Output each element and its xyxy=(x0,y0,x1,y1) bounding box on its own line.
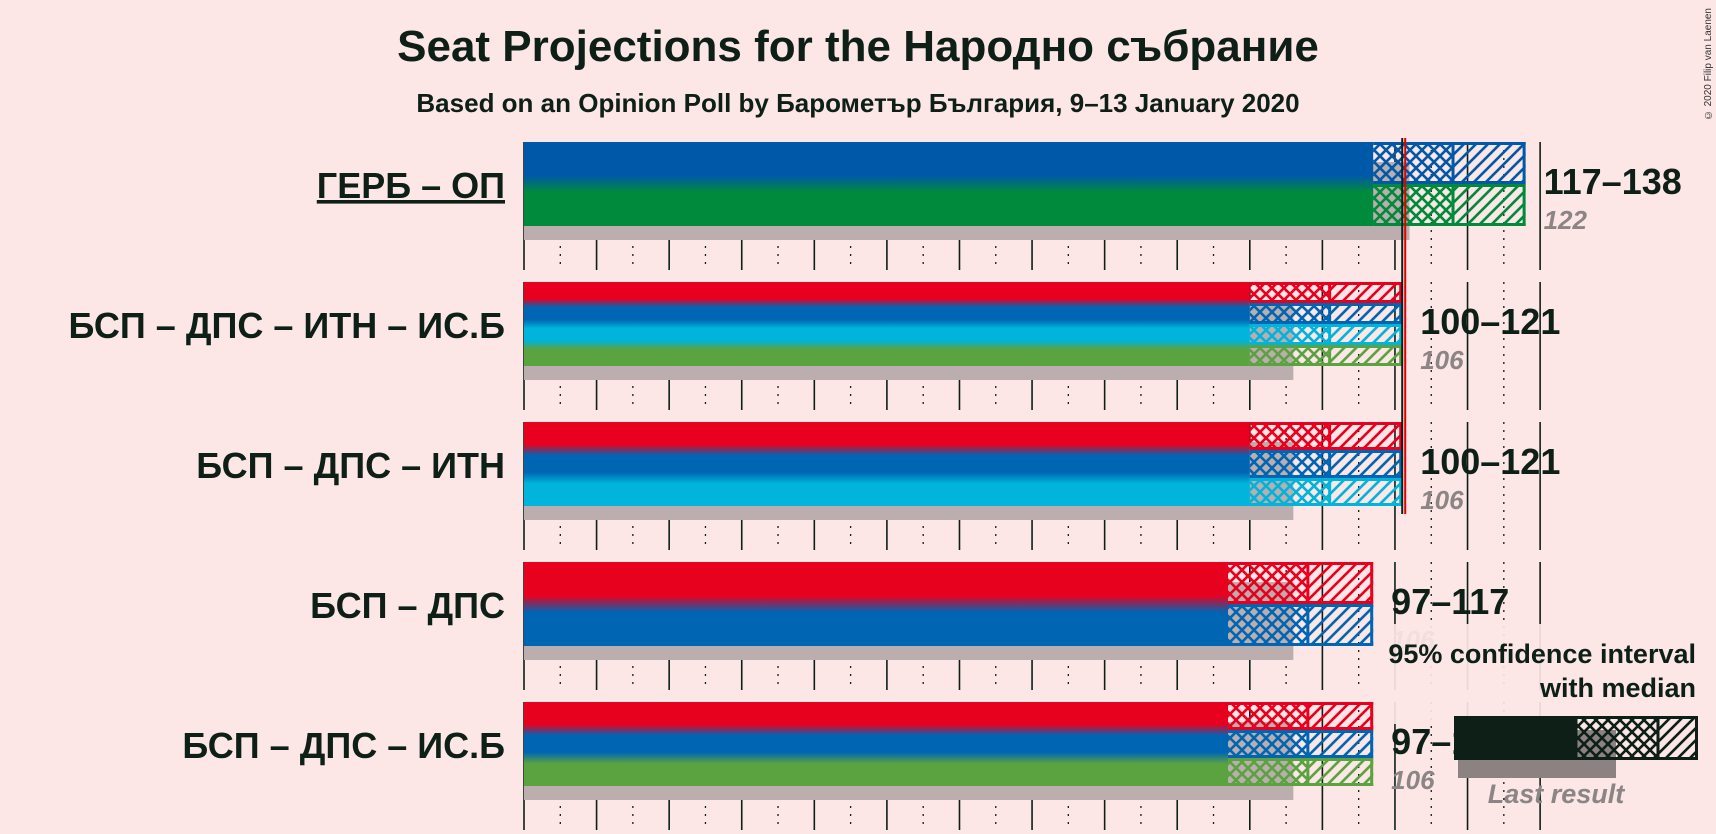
projection-bar xyxy=(524,422,1250,506)
ci-upper-band xyxy=(1329,450,1403,478)
last-result-label: 106 xyxy=(1420,345,1464,375)
ci-lower-band xyxy=(1228,758,1308,786)
ci-upper-band xyxy=(1329,422,1403,450)
ci-upper-band xyxy=(1329,345,1403,366)
projection-bar xyxy=(524,142,1374,226)
projection-bar xyxy=(524,562,1229,646)
category-label: БСП – ДПС – ИТН – ИС.Б xyxy=(69,305,505,346)
ci-lower-band xyxy=(1249,422,1330,450)
ci-upper-band xyxy=(1329,282,1403,303)
category-label: БСП – ДПС – ИС.Б xyxy=(182,725,505,766)
legend-ci-upper-swatch xyxy=(1658,716,1698,760)
legend-layer: 95% confidence interval with median Last r… xyxy=(1386,624,1702,809)
last-result-label: 106 xyxy=(1420,485,1464,515)
category-label: БСП – ДПС – ИТН xyxy=(196,445,505,486)
ci-lower-band xyxy=(1373,184,1454,226)
ci-lower-band xyxy=(1228,562,1308,604)
projection-bar xyxy=(524,702,1229,786)
legend-solid-swatch xyxy=(1454,716,1576,760)
ci-lower-band xyxy=(1228,604,1308,646)
ci-lower-band xyxy=(1228,702,1308,730)
ci-lower-band xyxy=(1228,730,1308,758)
ci-upper-band xyxy=(1307,604,1374,646)
legend-ci-lower-swatch xyxy=(1576,716,1658,760)
ci-upper-band xyxy=(1307,702,1374,730)
legend-text-median: with median xyxy=(1539,673,1696,703)
ci-lower-band xyxy=(1249,345,1330,366)
ci-lower-band xyxy=(1373,142,1454,184)
legend-last-result-label: Last result xyxy=(1488,779,1626,809)
range-label: 100–121 xyxy=(1420,441,1560,482)
ci-upper-band xyxy=(1329,478,1403,506)
ci-upper-band xyxy=(1329,303,1403,324)
chart-title: Seat Projections for the Народно събрани… xyxy=(397,22,1319,71)
legend-background xyxy=(1386,624,1702,724)
ci-upper-band xyxy=(1453,184,1526,226)
ci-lower-band xyxy=(1249,450,1330,478)
last-result-label: 106 xyxy=(1391,765,1435,795)
ci-upper-band xyxy=(1307,758,1374,786)
ci-lower-band xyxy=(1249,303,1330,324)
legend-ci-border xyxy=(1574,716,1698,760)
projection-bar xyxy=(524,282,1250,366)
ci-lower-band xyxy=(1249,478,1330,506)
range-label: 100–121 xyxy=(1420,301,1560,342)
legend-text-ci: 95% confidence interval xyxy=(1388,639,1696,669)
category-label: БСП – ДПС xyxy=(310,585,505,626)
ci-upper-band xyxy=(1329,324,1403,345)
ci-lower-band xyxy=(1249,282,1330,303)
ci-lower-band xyxy=(1249,324,1330,345)
last-result-label: 122 xyxy=(1544,205,1588,235)
chart-subtitle: Based on an Opinion Poll by Барометър Бъ… xyxy=(416,88,1300,118)
ci-upper-band xyxy=(1307,730,1374,758)
legend: 95% confidence interval with median Last r… xyxy=(1386,624,1702,809)
category-label: ГЕРБ – ОП xyxy=(317,165,505,206)
range-label: 117–138 xyxy=(1544,161,1682,202)
ci-upper-band xyxy=(1453,142,1526,184)
range-label: 97–117 xyxy=(1391,581,1509,622)
ci-upper-band xyxy=(1307,562,1374,604)
